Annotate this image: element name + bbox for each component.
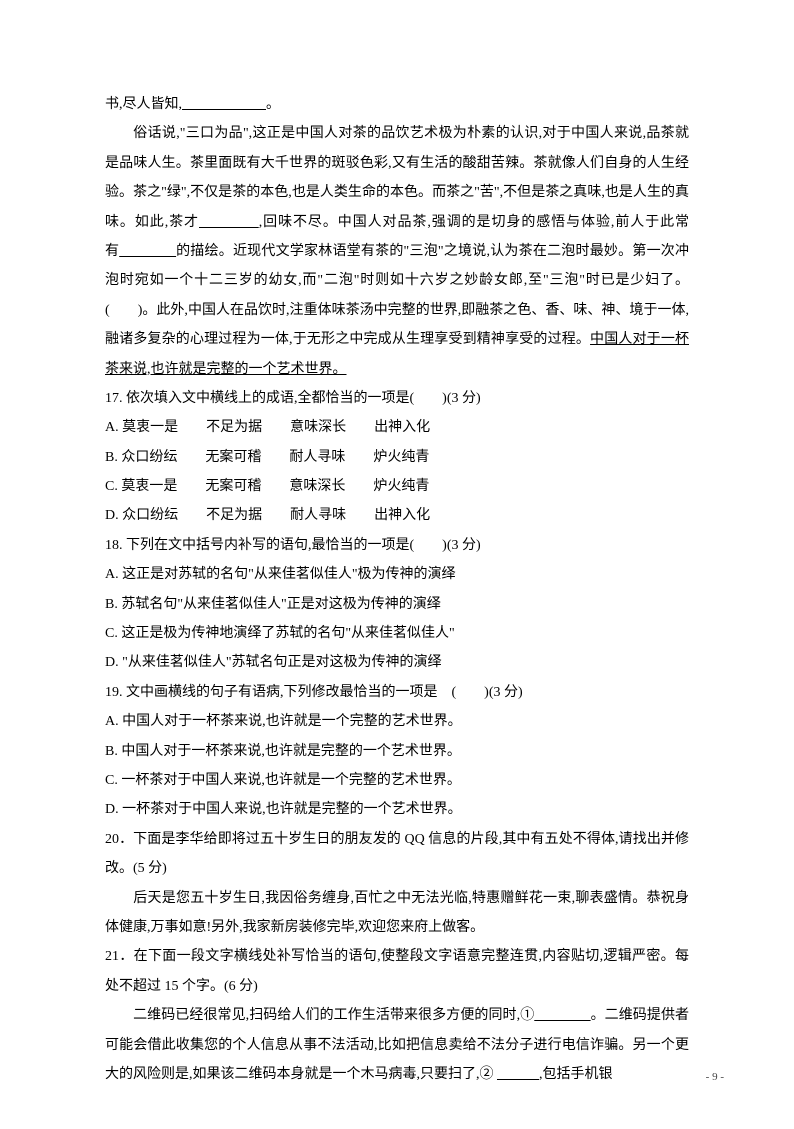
blank-3 bbox=[119, 244, 176, 259]
blank-1 bbox=[182, 97, 266, 112]
q20-body: 后天是您五十岁生日,我因俗务缠身,百忙之中无法光临,特惠赠鲜花一束,聊表盛情。恭… bbox=[105, 884, 689, 943]
text-frag-a: 书,尽人皆知, bbox=[105, 97, 182, 112]
q18-b: B. 苏轼名句"从来佳茗似佳人"正是对这极为传神的演绎 bbox=[105, 590, 689, 619]
q17-a: A. 莫衷一是 不足为据 意味深长 出神入化 bbox=[105, 413, 689, 442]
q17-c: C. 莫衷一是 无案可稽 意味深长 炉火纯青 bbox=[105, 472, 689, 501]
blank-5 bbox=[497, 1067, 539, 1082]
q20-body-text: 后天是您五十岁生日,我因俗务缠身,百忙之中无法光临,特惠赠鲜花一束,聊表盛情。恭… bbox=[105, 891, 689, 935]
q18-a: A. 这正是对苏轼的名句"从来佳茗似佳人"极为传神的演绎 bbox=[105, 560, 689, 589]
q19-d: D. 一杯茶对于中国人来说,也许就是完整的一个艺术世界。 bbox=[105, 795, 689, 824]
q21-body: 二维码已经很常见,扫码给人们的工作生活带来很多方便的同时,① 。二维码提供者可能… bbox=[105, 1001, 689, 1089]
q17-d: D. 众口纷纭 不足为据 耐人寻味 出神入化 bbox=[105, 501, 689, 530]
text-frag-b: 。 bbox=[266, 97, 280, 112]
blank-2 bbox=[199, 215, 259, 230]
passage: 俗话说,"三口为品",这正是中国人对茶的品饮艺术极为朴素的认识,对于中国人来说,… bbox=[105, 119, 689, 384]
q19-b: B. 中国人对于一杯茶来说,也许就是完整的一个艺术世界。 bbox=[105, 737, 689, 766]
blank-4 bbox=[534, 1008, 590, 1023]
q21-a: 二维码已经很常见,扫码给人们的工作生活带来很多方便的同时,① bbox=[133, 1008, 534, 1023]
q19: 19. 文中画横线的句子有语病,下列修改最恰当的一项是 ( )(3 分) bbox=[105, 678, 689, 707]
q19-c: C. 一杯茶对于中国人来说,也许就是一个完整的艺术世界。 bbox=[105, 766, 689, 795]
q18-c: C. 这正是极为传神地演绎了苏轼的名句"从来佳茗似佳人" bbox=[105, 619, 689, 648]
fragment-top: 书,尽人皆知, 。 bbox=[105, 90, 689, 119]
q18-d: D. "从来佳茗似佳人"苏轼名句正是对这极为传神的演绎 bbox=[105, 648, 689, 677]
q20: 20．下面是李华给即将过五十岁生日的朋友发的 QQ 信息的片段,其中有五处不得体… bbox=[105, 825, 689, 884]
q19-a: A. 中国人对于一杯茶来说,也许就是一个完整的艺术世界。 bbox=[105, 707, 689, 736]
page-content: 书,尽人皆知, 。 俗话说,"三口为品",这正是中国人对茶的品饮艺术极为朴素的认… bbox=[0, 0, 794, 1129]
q21-c: ,包括手机银 bbox=[539, 1067, 613, 1082]
q21: 21．在下面一段文字横线处补写恰当的语句,使整段文字语意完整连贯,内容贴切,逻辑… bbox=[105, 942, 689, 1001]
q17-b: B. 众口纷纭 无案可稽 耐人寻味 炉火纯青 bbox=[105, 443, 689, 472]
q18: 18. 下列在文中括号内补写的语句,最恰当的一项是( )(3 分) bbox=[105, 531, 689, 560]
page-number: - 9 - bbox=[706, 1071, 724, 1083]
q17: 17. 依次填入文中横线上的成语,全都恰当的一项是( )(3 分) bbox=[105, 384, 689, 413]
